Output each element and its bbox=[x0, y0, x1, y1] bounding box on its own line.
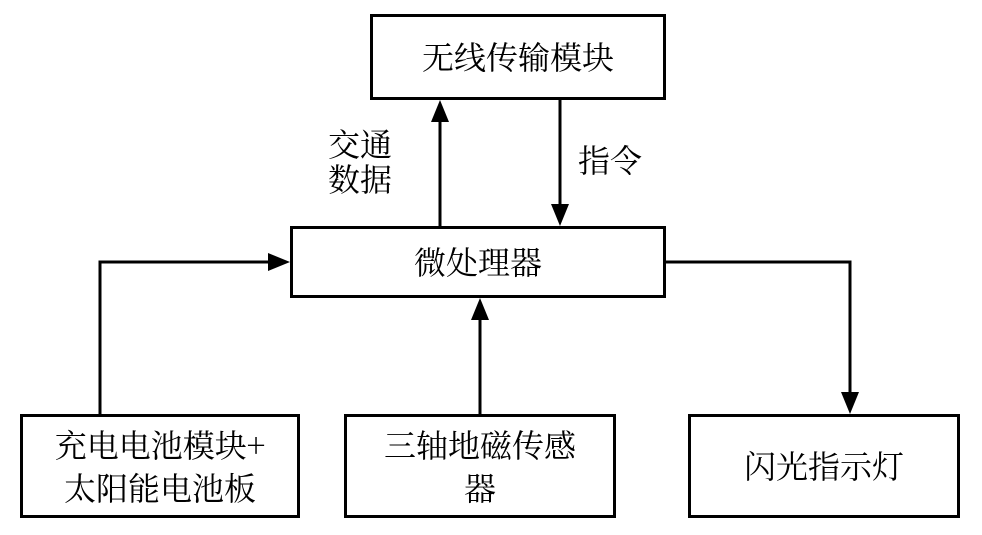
led-box: 闪光指示灯 bbox=[688, 414, 960, 518]
battery-label: 充电电池模块+ 太阳能电池板 bbox=[55, 423, 266, 509]
traffic-data-label: 交通 数据 bbox=[320, 126, 400, 196]
magsensor-box: 三轴地磁传感 器 bbox=[344, 414, 616, 518]
mcu-label: 微处理器 bbox=[414, 244, 542, 279]
led-label: 闪光指示灯 bbox=[744, 448, 904, 483]
magsensor-label: 三轴地磁传感 器 bbox=[384, 423, 576, 509]
wireless-module-label: 无线传输模块 bbox=[422, 39, 614, 74]
mcu-box: 微处理器 bbox=[290, 226, 666, 298]
battery-box: 充电电池模块+ 太阳能电池板 bbox=[20, 414, 300, 518]
wireless-module-box: 无线传输模块 bbox=[370, 14, 666, 100]
command-label: 指令 bbox=[570, 142, 650, 177]
